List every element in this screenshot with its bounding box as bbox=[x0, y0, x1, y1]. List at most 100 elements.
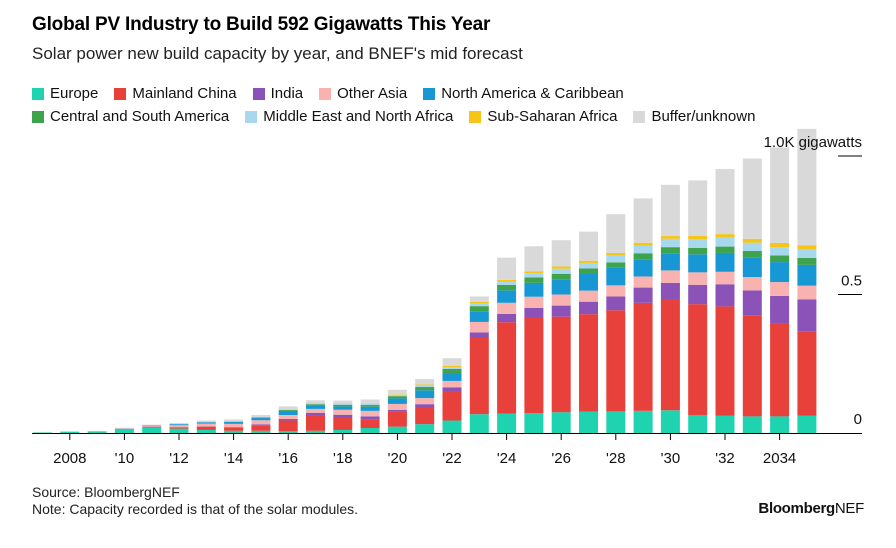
bar-segment-central-and-south-america-2024 bbox=[497, 284, 517, 291]
legend: Europe Mainland China India Other Asia N… bbox=[32, 82, 872, 128]
bar-segment-north-america-caribbean-2032 bbox=[715, 252, 735, 272]
bar-segment-other-asia-2034 bbox=[770, 282, 790, 296]
bar-segment-europe-2017 bbox=[306, 430, 325, 433]
x-tick-label-2022: '22 bbox=[442, 450, 462, 467]
bar-segment-mainland-china-2024 bbox=[497, 322, 517, 414]
bar-segment-india-2016 bbox=[278, 418, 298, 421]
bar-segment-middle-east-and-north-africa-2031 bbox=[688, 239, 708, 248]
bar-segment-mainland-china-2031 bbox=[688, 304, 708, 415]
bar-segment-north-america-caribbean-2028 bbox=[606, 267, 626, 286]
bar-segment-other-asia-2019 bbox=[360, 410, 380, 417]
bar-segment-other-asia-2016 bbox=[278, 415, 298, 419]
bar-segment-central-and-south-america-2015 bbox=[251, 417, 271, 419]
bar-segment-europe-2023 bbox=[469, 414, 489, 433]
bar-segment-north-america-caribbean-2014 bbox=[224, 421, 244, 424]
bar-segment-mainland-china-2032 bbox=[715, 306, 735, 416]
bar-segment-europe-2026 bbox=[551, 412, 571, 434]
bar-segment-central-and-south-america-2019 bbox=[360, 405, 380, 407]
bar-segment-other-asia-2026 bbox=[551, 294, 571, 306]
bar-segment-india-2019 bbox=[360, 416, 380, 420]
note-text: Note: Capacity recorded is that of the s… bbox=[32, 501, 359, 517]
bar-segment-middle-east-and-north-africa-2020 bbox=[387, 394, 407, 397]
bar-segment-north-america-caribbean-2034 bbox=[770, 262, 790, 283]
bar-segment-mainland-china-2019 bbox=[360, 419, 380, 429]
bar-segment-other-asia-2025 bbox=[524, 296, 544, 308]
bar-segment-mainland-china-2018 bbox=[333, 417, 353, 430]
bar-segment-india-2015 bbox=[251, 424, 271, 426]
bar-segment-europe-2020 bbox=[387, 426, 407, 433]
bar-segment-sub-saharan-africa-2023 bbox=[469, 301, 489, 304]
bar-segment-india-2025 bbox=[524, 307, 544, 318]
bar-segment-europe-2031 bbox=[688, 415, 708, 434]
bar-segment-sub-saharan-africa-2024 bbox=[497, 279, 517, 282]
bar-segment-sub-saharan-africa-2019 bbox=[360, 403, 380, 404]
legend-row-1: Europe Mainland China India Other Asia N… bbox=[32, 82, 872, 105]
bar-segment-buffer-unknown-2013 bbox=[196, 420, 216, 423]
bar-segment-north-america-caribbean-2021 bbox=[415, 390, 435, 399]
bar-segment-mainland-china-2022 bbox=[442, 391, 462, 421]
bar-segment-buffer-unknown-2011 bbox=[142, 424, 162, 426]
legend-item-other-asia: Other Asia bbox=[319, 85, 407, 102]
bar-segment-europe-2019 bbox=[360, 428, 380, 433]
bar-segment-north-america-caribbean-2011 bbox=[142, 425, 162, 426]
legend-label-other-asia: Other Asia bbox=[337, 85, 408, 102]
bar-segment-buffer-unknown-2030 bbox=[660, 184, 680, 237]
bar-segment-mainland-china-2026 bbox=[551, 316, 571, 413]
bar-segment-middle-east-and-north-africa-2018 bbox=[333, 403, 353, 405]
bar-segment-central-and-south-america-2023 bbox=[469, 306, 489, 312]
x-tick-label-2030: '30 bbox=[661, 450, 681, 467]
bar-segment-buffer-unknown-2016 bbox=[278, 406, 298, 410]
brand-logo-light: NEF bbox=[834, 500, 864, 517]
bar-segment-middle-east-and-north-africa-2026 bbox=[551, 268, 571, 274]
bar-segment-other-asia-2024 bbox=[497, 302, 517, 314]
bar-segment-north-america-caribbean-2035 bbox=[797, 264, 817, 286]
bar-segment-other-asia-2023 bbox=[469, 321, 489, 333]
bar-segment-north-america-caribbean-2015 bbox=[251, 418, 271, 421]
chart-subtitle: Solar power new build capacity by year, … bbox=[32, 44, 523, 63]
legend-item-buffer-unknown: Buffer/unknown bbox=[633, 108, 755, 125]
bar-segment-north-america-caribbean-2026 bbox=[551, 279, 571, 295]
bar-segment-india-2027 bbox=[579, 301, 598, 315]
bar-segment-buffer-unknown-2029 bbox=[633, 198, 653, 243]
bar-segment-india-2021 bbox=[415, 404, 435, 408]
legend-swatch-sub-saharan-africa bbox=[469, 110, 482, 123]
x-tick-label-2012: '12 bbox=[169, 450, 189, 467]
legend-label-mainland-china: Mainland China bbox=[132, 85, 237, 102]
bar-segment-buffer-unknown-2014 bbox=[224, 419, 244, 422]
x-tick-label-2018: '18 bbox=[333, 450, 353, 467]
bar-segment-middle-east-and-north-africa-2028 bbox=[606, 255, 626, 263]
x-tick-label-2020: '20 bbox=[388, 450, 408, 467]
bar-segment-north-america-caribbean-2013 bbox=[196, 422, 216, 424]
bar-segment-sub-saharan-africa-2030 bbox=[660, 236, 680, 239]
bar-segment-europe-2025 bbox=[524, 413, 544, 433]
bar-segment-sub-saharan-africa-2018 bbox=[333, 403, 353, 404]
bar-segment-buffer-unknown-2010 bbox=[114, 427, 134, 429]
bar-segment-north-america-caribbean-2016 bbox=[278, 410, 298, 415]
bar-segment-europe-2012 bbox=[169, 428, 189, 433]
legend-item-sub-saharan-africa: Sub-Saharan Africa bbox=[469, 108, 617, 125]
bar-segment-india-2023 bbox=[469, 332, 489, 338]
bar-segment-europe-2024 bbox=[497, 413, 517, 433]
bar-segment-sub-saharan-africa-2035 bbox=[797, 245, 817, 250]
bar-segment-north-america-caribbean-2017 bbox=[306, 405, 325, 409]
bar-segment-mainland-china-2021 bbox=[415, 407, 435, 425]
bar-segment-other-asia-2027 bbox=[579, 290, 598, 302]
x-tick-label-2024: '24 bbox=[497, 450, 517, 467]
bar-segment-india-2030 bbox=[660, 282, 680, 300]
bar-segment-india-2024 bbox=[497, 313, 517, 323]
bar-segment-buffer-unknown-2017 bbox=[306, 400, 325, 404]
bar-segment-mainland-china-2025 bbox=[524, 317, 544, 414]
bar-segment-middle-east-and-north-africa-2035 bbox=[797, 249, 817, 258]
x-tick-label-2010: '10 bbox=[115, 450, 135, 467]
bar-segment-north-america-caribbean-2029 bbox=[633, 259, 653, 277]
bar-segment-middle-east-and-north-africa-2029 bbox=[633, 245, 653, 254]
bar-segment-central-and-south-america-2016 bbox=[278, 410, 298, 411]
bar-segment-central-and-south-america-2026 bbox=[551, 273, 571, 280]
bar-segment-other-asia-2017 bbox=[306, 408, 325, 413]
bar-segment-other-asia-2012 bbox=[169, 425, 189, 428]
brand-logo: BloombergNEF bbox=[758, 500, 864, 517]
bar-segment-other-asia-2032 bbox=[715, 271, 735, 285]
bar-segment-india-2032 bbox=[715, 284, 735, 307]
bar-segment-india-2034 bbox=[770, 295, 790, 324]
bar-segment-sub-saharan-africa-2026 bbox=[551, 266, 571, 269]
